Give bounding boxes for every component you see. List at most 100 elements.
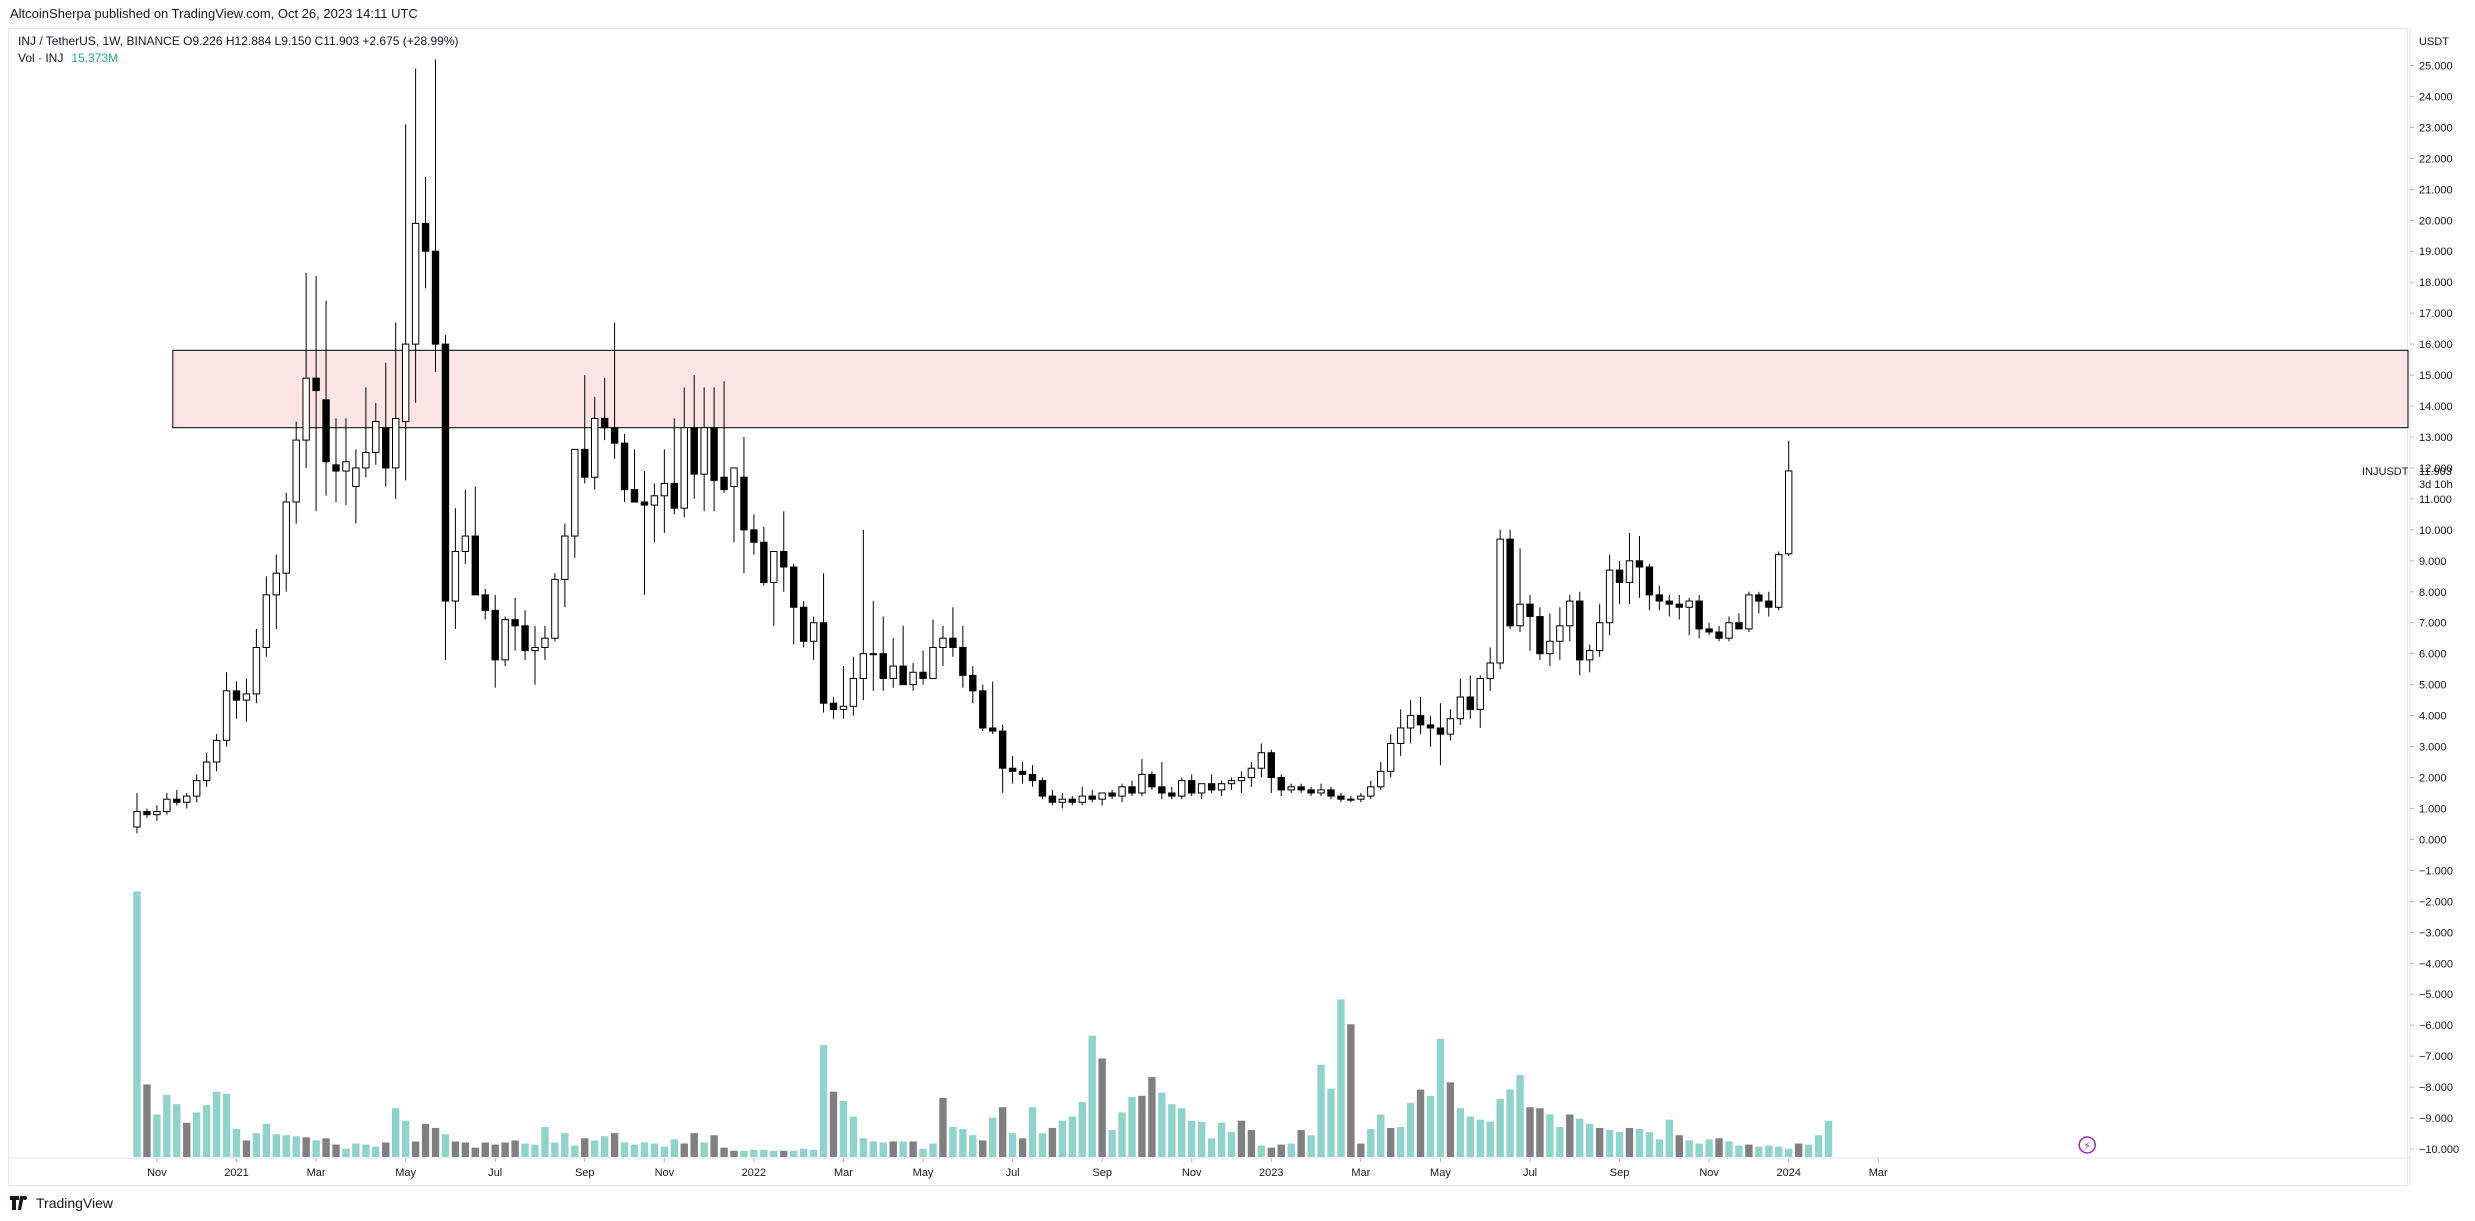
volume-bar xyxy=(819,1045,828,1157)
candle-down xyxy=(1695,600,1703,630)
candle-down xyxy=(1028,773,1037,782)
candle-up xyxy=(1347,798,1355,801)
volume-bar xyxy=(1426,1095,1435,1157)
x-tick-label: 2023 xyxy=(1259,1167,1283,1179)
candle-up xyxy=(411,222,420,345)
candle-up xyxy=(660,482,669,497)
volume-bar xyxy=(1824,1120,1833,1157)
candle-up xyxy=(372,421,380,453)
volume-bar xyxy=(1715,1138,1723,1157)
candle-down xyxy=(1765,600,1773,608)
volume-bar xyxy=(1217,1122,1226,1157)
y-tick-label: −2.000 xyxy=(2419,896,2453,908)
volume-bar xyxy=(1406,1103,1415,1157)
candle-up xyxy=(1257,752,1266,769)
candle-down xyxy=(471,535,480,596)
volume-bar xyxy=(272,1134,280,1157)
brand-name: TradingView xyxy=(36,1195,114,1211)
volume-bar xyxy=(561,1133,569,1157)
candle-up xyxy=(352,467,360,488)
volume-bar xyxy=(1586,1123,1594,1157)
candle-down xyxy=(431,250,440,345)
candle-down xyxy=(1267,752,1275,779)
candle-up xyxy=(212,739,221,763)
candle-down xyxy=(1506,538,1514,627)
volume-bar xyxy=(1635,1129,1644,1157)
candle-down xyxy=(1615,569,1624,583)
candle-down xyxy=(1705,628,1713,633)
volume-bar xyxy=(899,1141,907,1157)
x-tick-label: Mar xyxy=(834,1167,853,1179)
candle-up xyxy=(1287,786,1295,791)
candle-up xyxy=(153,811,161,816)
volume-bar xyxy=(690,1133,698,1157)
candle-up xyxy=(501,619,509,661)
candle-up xyxy=(1775,554,1783,608)
volume-bar xyxy=(710,1135,718,1157)
y-tick-label: −7.000 xyxy=(2419,1051,2453,1063)
candle-down xyxy=(1038,780,1047,797)
candle-up xyxy=(700,427,708,475)
candle-up xyxy=(541,637,549,648)
volume-bar xyxy=(1307,1135,1315,1157)
volume-bar xyxy=(1546,1114,1554,1157)
volume-bar xyxy=(1128,1096,1136,1157)
candle-down xyxy=(1665,600,1673,605)
candle-up xyxy=(889,665,897,679)
candle-up xyxy=(1178,780,1186,797)
candle-up xyxy=(1058,798,1067,803)
candle-down xyxy=(1188,780,1196,794)
volume-bar xyxy=(660,1146,669,1157)
candle-up xyxy=(1078,795,1086,803)
candle-down xyxy=(1576,600,1584,661)
candle-down xyxy=(780,551,788,568)
event-marker-icon[interactable] xyxy=(2078,1136,2096,1154)
volume-bar xyxy=(1008,1133,1017,1157)
candle-down xyxy=(620,442,629,491)
footer-brand[interactable]: TradingView xyxy=(10,1195,113,1211)
volume-bar xyxy=(929,1143,937,1157)
volume-bar xyxy=(1188,1120,1196,1157)
chart-frame xyxy=(8,28,2408,1186)
candle-down xyxy=(640,501,649,506)
y-tick-label: −8.000 xyxy=(2419,1082,2453,1094)
candle-up xyxy=(909,671,917,686)
candle-down xyxy=(959,646,967,676)
candle-up xyxy=(342,461,350,472)
volume-bar xyxy=(501,1142,509,1157)
candle-down xyxy=(332,464,340,472)
x-tick-label: May xyxy=(395,1167,416,1179)
volume-bar xyxy=(670,1139,678,1157)
volume-bar xyxy=(491,1144,499,1157)
candle-up xyxy=(1446,718,1455,735)
volume-bar xyxy=(1566,1114,1574,1157)
volume-bar xyxy=(680,1143,688,1157)
y-tick-label: −9.000 xyxy=(2419,1113,2453,1125)
candle-up xyxy=(1516,603,1524,627)
y-tick-label: 14.000 xyxy=(2419,401,2453,413)
y-tick-label: 5.000 xyxy=(2419,680,2447,692)
candle-up xyxy=(272,572,281,596)
candle-up xyxy=(929,646,937,679)
candle-down xyxy=(969,674,977,692)
candle-up xyxy=(1406,715,1415,729)
volume-bar xyxy=(1595,1127,1604,1157)
candle-down xyxy=(670,482,678,509)
volume-bar xyxy=(1138,1095,1146,1157)
candle-down xyxy=(312,377,320,392)
candle-down xyxy=(740,476,748,531)
volume-bar xyxy=(750,1149,758,1157)
volume-bar xyxy=(1466,1116,1474,1157)
candle-up xyxy=(262,594,271,648)
x-tick-label: Nov xyxy=(655,1167,675,1179)
volume-bar xyxy=(282,1135,290,1157)
candle-down xyxy=(799,606,808,642)
candle-down xyxy=(600,417,609,429)
volume-bar xyxy=(1665,1119,1673,1157)
volume-bar xyxy=(1277,1144,1285,1157)
candle-down xyxy=(1426,724,1435,729)
volume-bar xyxy=(591,1140,599,1157)
volume-bar xyxy=(1436,1038,1445,1157)
volume-bar xyxy=(1267,1147,1275,1157)
